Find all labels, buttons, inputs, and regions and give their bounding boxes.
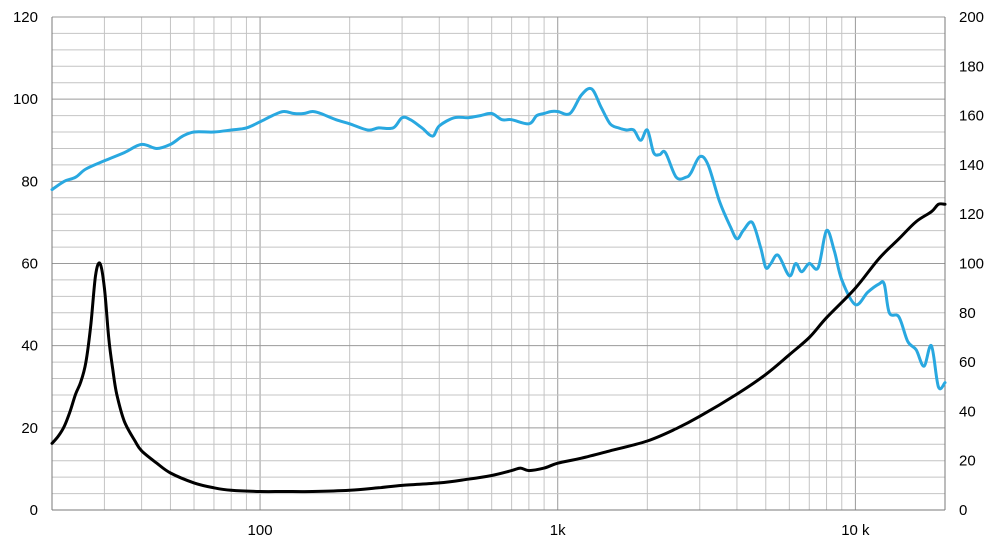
y2-tick-labels: 0 20 40 60 80 100 120 140 160 180 200 bbox=[959, 9, 984, 519]
y-tick-label: 100 bbox=[13, 91, 38, 108]
x-tick-label: 1k bbox=[550, 522, 566, 539]
x-tick-label: 10 k bbox=[841, 522, 870, 539]
y2-tick-label: 0 bbox=[959, 502, 967, 519]
series-lines bbox=[50, 86, 947, 494]
plot-frame bbox=[51, 17, 946, 511]
y2-tick-label: 60 bbox=[959, 354, 976, 371]
x-tick-labels: 100 1k 10 k bbox=[248, 522, 871, 539]
y2-tick-label: 200 bbox=[959, 9, 984, 26]
series-line-right-axis bbox=[50, 202, 947, 494]
y-tick-label: 80 bbox=[21, 173, 38, 190]
series-line-left-axis bbox=[50, 86, 947, 391]
y2-tick-label: 100 bbox=[959, 256, 984, 273]
y2-tick-label: 40 bbox=[959, 403, 976, 420]
y-tick-label: 120 bbox=[13, 9, 38, 26]
y-tick-label: 0 bbox=[30, 502, 38, 519]
y2-tick-label: 160 bbox=[959, 108, 984, 125]
y-tick-labels: 0 20 40 60 80 100 120 bbox=[13, 9, 38, 519]
y2-tick-label: 180 bbox=[959, 58, 984, 75]
y2-tick-label: 120 bbox=[959, 206, 984, 223]
x-tick-label: 100 bbox=[248, 522, 273, 539]
y2-tick-label: 20 bbox=[959, 453, 976, 470]
y-tick-label: 60 bbox=[21, 256, 38, 273]
y2-tick-label: 140 bbox=[959, 157, 984, 174]
y2-tick-label: 80 bbox=[959, 305, 976, 322]
y-tick-label: 40 bbox=[21, 338, 38, 355]
grid bbox=[51, 16, 946, 511]
y-tick-label: 20 bbox=[21, 420, 38, 437]
